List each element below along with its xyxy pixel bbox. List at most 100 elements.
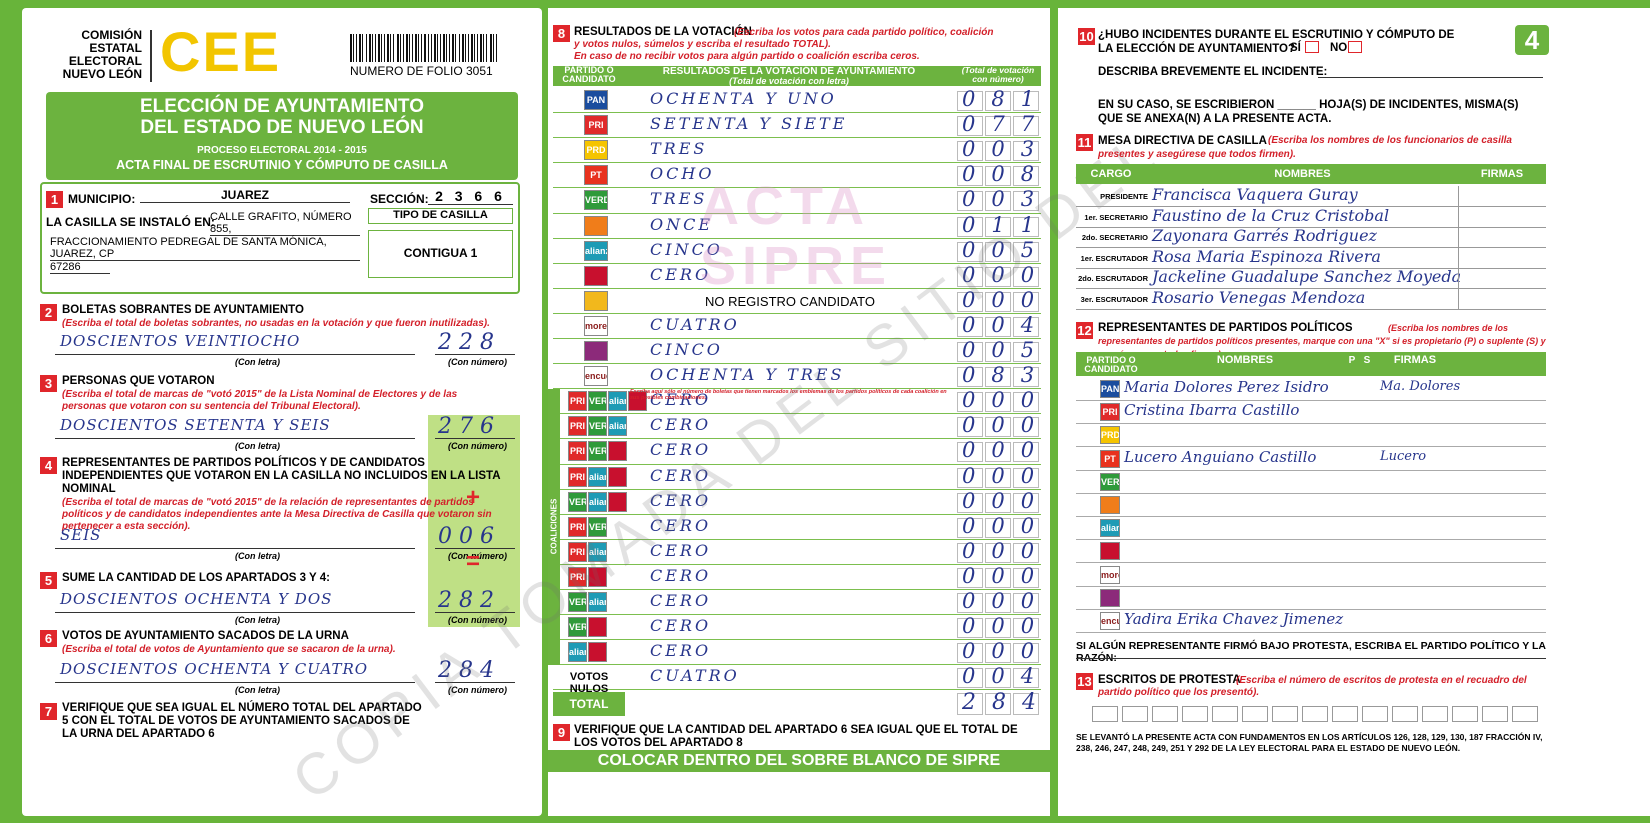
digit-box bbox=[957, 618, 983, 639]
answer-line bbox=[55, 548, 415, 549]
answer-line bbox=[55, 682, 415, 683]
acta-subtitle: ACTA FINAL DE ESCRUTINIO Y CÓMPUTO DE CA… bbox=[116, 158, 448, 172]
party-logo: morena bbox=[584, 315, 608, 336]
digit-box bbox=[1013, 492, 1039, 513]
handwritten-signature: Ma. Dolores bbox=[1380, 379, 1461, 394]
handwritten-name: Zayonara Garrés Rodriguez bbox=[1152, 226, 1377, 245]
handwritten-words: CUATRO bbox=[650, 314, 740, 334]
handwritten-words: DOSCIENTOS SETENTA Y SEIS bbox=[60, 416, 331, 434]
row-line bbox=[1076, 446, 1546, 448]
section-title: BOLETAS SOBRANTES DE AYUNTAMIENTO bbox=[62, 304, 304, 316]
party-logo: encuentro social bbox=[584, 366, 608, 387]
row-line bbox=[553, 212, 1041, 214]
section-title: ESCRITOS DE PROTESTA bbox=[1098, 674, 1241, 686]
digit-box bbox=[985, 668, 1011, 689]
digit-box bbox=[957, 467, 983, 488]
digit-box bbox=[985, 316, 1011, 337]
barcode-bar bbox=[421, 34, 423, 62]
row-line bbox=[553, 513, 1041, 515]
digit-box bbox=[1013, 316, 1039, 337]
section-note: (Escriba el total de boletas sobrantes, … bbox=[62, 318, 490, 329]
row-line bbox=[1076, 608, 1546, 610]
digit-box bbox=[957, 241, 983, 262]
cargo-label: 2do. SECRETARIO bbox=[1081, 233, 1148, 242]
digits-line bbox=[435, 612, 515, 613]
handwritten-digits: 081 bbox=[962, 87, 1051, 111]
column-header: NOMBRES bbox=[1216, 354, 1274, 366]
party-logo: alianza bbox=[1100, 519, 1120, 538]
handwritten-digits: 276 bbox=[438, 414, 501, 439]
handwritten-digits: 000 bbox=[962, 614, 1051, 639]
section-text: VERIFIQUE QUE LA CANTIDAD DEL APARTADO 6… bbox=[574, 724, 1018, 749]
digit-box bbox=[1013, 542, 1039, 563]
address-line: 67286 bbox=[50, 261, 110, 274]
digit-box bbox=[1013, 417, 1039, 438]
digit-box bbox=[1013, 668, 1039, 689]
handwritten-words: TRES bbox=[650, 189, 708, 209]
handwritten-name: Rosario Venegas Mendoza bbox=[1152, 287, 1366, 307]
digit-box bbox=[985, 191, 1011, 212]
section-note: En caso de no recibir votos para algún p… bbox=[574, 51, 920, 62]
digit-box bbox=[985, 542, 1011, 563]
digit-box bbox=[1013, 593, 1039, 614]
party-logo bbox=[608, 491, 627, 512]
row-line bbox=[553, 589, 1041, 590]
table-header bbox=[1076, 164, 1546, 184]
digit-box bbox=[985, 567, 1011, 588]
right-panel bbox=[1058, 8, 1650, 816]
section-number: 12 bbox=[1076, 322, 1093, 339]
party-logo bbox=[1100, 588, 1120, 607]
seccion-value: 2 3 6 6 bbox=[428, 188, 513, 205]
answer-line bbox=[55, 612, 415, 613]
digit-box bbox=[957, 417, 983, 438]
label: VOTOS NULOS bbox=[569, 671, 609, 696]
label: SI ALGÚN REPRESENTANTE FIRMÓ BAJO PROTES… bbox=[1076, 640, 1546, 664]
label: TIPO DE CASILLA bbox=[393, 209, 488, 221]
handwritten-digits: 008 bbox=[962, 162, 1051, 187]
section-number: 13 bbox=[1076, 673, 1093, 690]
barcode-bar bbox=[458, 34, 460, 62]
section-title: ¿HUBO INCIDENTES DURANTE EL ESCRUTINIO Y… bbox=[1098, 29, 1455, 55]
row-line bbox=[553, 187, 1041, 189]
caption: (Con letra) bbox=[235, 551, 280, 561]
operator-sign: = bbox=[466, 548, 481, 575]
handwritten-words: SEIS bbox=[60, 526, 102, 544]
protest-box bbox=[1362, 706, 1388, 722]
handwritten-digits: 000 bbox=[962, 488, 1051, 513]
answer-line bbox=[55, 354, 415, 355]
party-logo: PRI bbox=[568, 516, 587, 537]
barcode-bar bbox=[408, 34, 410, 62]
party-logo: VERDE bbox=[1100, 472, 1120, 491]
protest-box bbox=[1242, 706, 1268, 722]
party-logo bbox=[1100, 496, 1120, 514]
address-line: FRACCIONAMIENTO PEDREGAL DE SANTA MÓNICA… bbox=[50, 236, 360, 261]
handwritten-words: DOSCIENTOS OCHENTA Y DOS bbox=[60, 590, 333, 608]
cargo-label: 1er. ESCRUTADOR bbox=[1080, 253, 1148, 263]
party-logo: PRI bbox=[568, 566, 587, 587]
party-logo: VERDE bbox=[568, 617, 587, 638]
handwritten-digits: 000 bbox=[962, 589, 1051, 613]
barcode-bar bbox=[464, 34, 466, 62]
barcode-bar bbox=[446, 34, 448, 62]
protest-box bbox=[1092, 706, 1118, 722]
section-text: VERIFIQUE QUE SEA IGUAL EL NÚMERO TOTAL … bbox=[62, 702, 422, 740]
barcode-bar bbox=[359, 34, 362, 62]
section1-box bbox=[40, 182, 520, 294]
party-logo bbox=[628, 391, 647, 412]
barcode-bar bbox=[387, 34, 390, 62]
party-logo bbox=[588, 642, 607, 663]
handwritten-digits: 000 bbox=[962, 639, 1051, 664]
row-line bbox=[1076, 288, 1546, 289]
digit-box bbox=[985, 693, 1011, 716]
digit-box bbox=[1013, 216, 1039, 237]
digits-line bbox=[435, 354, 515, 355]
handwritten-name: Cristina Ibarra Castillo bbox=[1124, 401, 1300, 420]
protest-box bbox=[1482, 706, 1508, 722]
protest-box bbox=[1212, 706, 1238, 722]
barcode-bar bbox=[418, 34, 420, 62]
row-line bbox=[1076, 206, 1546, 207]
digit-box bbox=[957, 166, 983, 187]
handwritten-digits: 000 bbox=[962, 513, 1051, 538]
digit-box bbox=[1013, 141, 1039, 162]
party-logo: alianza bbox=[588, 466, 607, 487]
